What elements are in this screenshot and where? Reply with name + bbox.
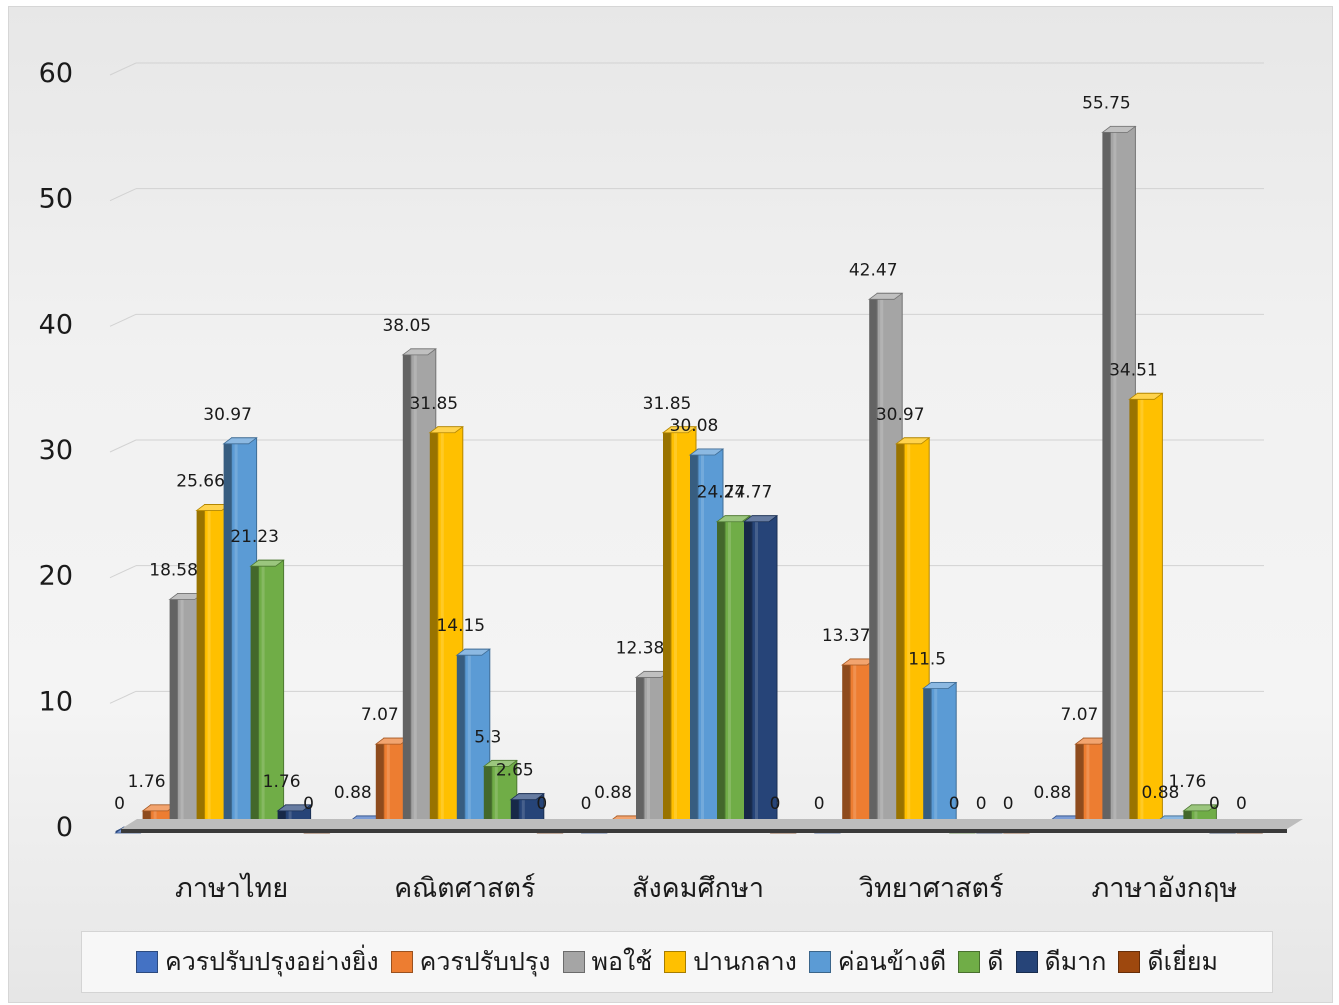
legend-label: ดี — [987, 947, 1004, 976]
x-category-label: คณิตศาสตร์ — [394, 872, 535, 904]
y-tick-label: 10 — [39, 686, 73, 717]
legend-item: ปานกลาง — [664, 942, 797, 982]
data-label: 1.76 — [263, 772, 301, 792]
x-category-label: ภาษาไทย — [175, 873, 288, 904]
data-label: 18.58 — [149, 561, 198, 581]
legend-item: ดีเยี่ยม — [1118, 942, 1218, 982]
y-tick-label: 40 — [39, 309, 73, 340]
legend-label: ค่อนข้างดี — [837, 947, 947, 976]
bar — [249, 559, 285, 831]
data-labels: 01.7618.5825.6630.9721.231.7600.887.0738… — [114, 93, 1247, 814]
data-label: 13.37 — [822, 626, 871, 646]
y-axis-ticks: 0 10 20 30 40 50 60 — [39, 58, 73, 843]
x-category-label: วิทยาศาสตร์ — [859, 872, 1004, 904]
bar — [922, 681, 958, 831]
data-label: 24.77 — [724, 483, 773, 503]
data-label: 1.76 — [1168, 772, 1206, 792]
gridline-side — [109, 439, 137, 453]
bars — [114, 125, 1272, 834]
data-label: 30.97 — [203, 405, 252, 425]
x-category-label: สังคมศึกษา — [632, 873, 764, 904]
legend-label: ปานกลาง — [693, 947, 797, 976]
data-label: 30.08 — [670, 416, 719, 436]
legend-item: พอใช้ — [562, 942, 653, 982]
chart-area: 0 10 20 30 40 50 60 0 1.76 18.58 25.66 30.97 21.23 1… — [8, 6, 1333, 1003]
data-label: 30.97 — [876, 405, 925, 425]
gridlines — [109, 62, 1264, 704]
data-label: 0.88 — [334, 783, 372, 803]
y-tick-label: 30 — [39, 435, 73, 466]
legend-swatch — [958, 951, 981, 973]
data-label: 31.85 — [643, 394, 692, 414]
legend-swatch — [1015, 951, 1038, 973]
data-label: 25.66 — [176, 472, 225, 492]
data-label: 0 — [114, 794, 125, 814]
data-label: 0.88 — [1033, 783, 1071, 803]
data-label: 7.07 — [361, 705, 399, 725]
gridline-side — [109, 188, 137, 202]
bar — [1128, 392, 1164, 831]
data-label: 38.05 — [382, 316, 431, 336]
gridline-side — [109, 565, 137, 579]
legend-swatch — [390, 951, 413, 973]
data-label: 0 — [949, 794, 960, 814]
data-label: 0 — [770, 794, 781, 814]
chart-floor — [121, 819, 1303, 833]
data-label: 1.76 — [128, 772, 166, 792]
legend-swatch — [1118, 951, 1141, 973]
legend-label: ดีมาก — [1044, 947, 1107, 976]
data-label: 0 — [1003, 794, 1014, 814]
bar — [868, 292, 904, 831]
x-category-label: ภาษาอังกฤษ — [1091, 873, 1237, 904]
bar — [742, 515, 779, 831]
data-label: 24.77 — [697, 483, 746, 503]
legend-item: ควรปรับปรุง — [390, 942, 551, 982]
legend-item: ควรปรับปรุงอย่างยิ่ง — [136, 942, 379, 982]
data-label: 0 — [303, 794, 314, 814]
data-label: 11.5 — [908, 649, 946, 669]
data-label: 42.47 — [849, 260, 898, 280]
data-label: 55.75 — [1082, 93, 1131, 113]
gridline-side — [109, 313, 137, 327]
legend-label: ควรปรับปรุง — [419, 947, 551, 976]
data-label: 0 — [976, 794, 987, 814]
data-label: 12.38 — [616, 638, 665, 658]
data-label: 0 — [1209, 794, 1220, 814]
data-label: 7.07 — [1060, 705, 1098, 725]
data-label: 31.85 — [409, 394, 458, 414]
legend: ควรปรับปรุงอย่างยิ่ง ควรปรับปรุง พอใช้ ปานก… — [81, 931, 1273, 993]
x-axis-categories: ภาษาไทย คณิตศาสตร์ สังคมศึกษา วิทยาศาสตร์ ภา… — [175, 872, 1237, 904]
data-label: 0 — [814, 794, 825, 814]
data-label: 0.88 — [1141, 783, 1179, 803]
data-label: 21.23 — [230, 527, 279, 547]
data-label: 0.88 — [594, 783, 632, 803]
y-tick-label: 60 — [39, 58, 73, 89]
y-tick-label: 20 — [39, 561, 73, 592]
legend-swatch — [808, 951, 831, 973]
data-label: 5.3 — [474, 727, 501, 747]
y-tick-label: 50 — [39, 184, 73, 215]
legend-swatch — [136, 951, 159, 973]
data-label: 0 — [1236, 794, 1247, 814]
legend-swatch — [562, 951, 585, 973]
legend-label: ดีเยี่ยม — [1147, 947, 1218, 976]
data-label: 14.15 — [436, 616, 485, 636]
floor-edge — [121, 829, 1287, 833]
legend-label: ควรปรับปรุงอย่างยิ่ง — [165, 947, 379, 976]
floor-top — [121, 819, 1303, 829]
data-label: 34.51 — [1109, 360, 1158, 380]
y-tick-label: 0 — [56, 812, 73, 843]
legend-swatch — [664, 951, 687, 973]
gridline-side — [109, 690, 137, 704]
legend-item: ค่อนข้างดี — [808, 942, 947, 982]
legend-item: ดีมาก — [1015, 942, 1107, 982]
legend-item: ดี — [958, 942, 1004, 982]
data-label: 2.65 — [496, 761, 534, 781]
data-label: 0 — [536, 794, 547, 814]
gridline-side — [109, 62, 137, 76]
data-label: 0 — [581, 794, 592, 814]
legend-label: พอใช้ — [591, 947, 653, 976]
